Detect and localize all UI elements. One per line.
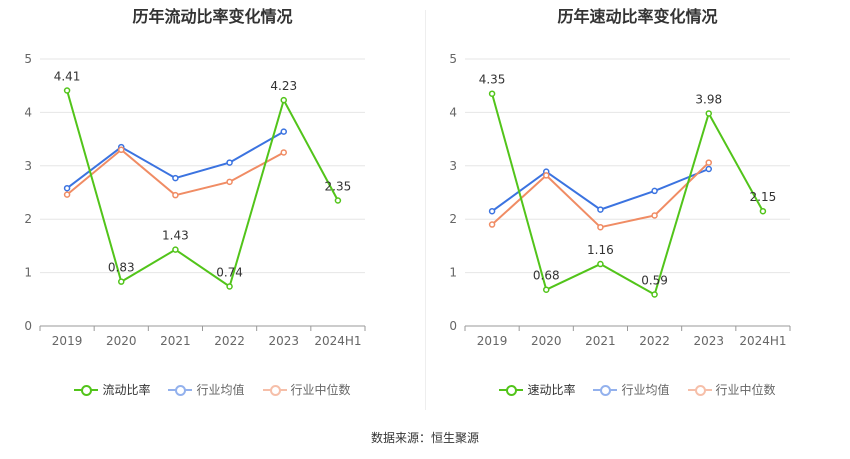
series-line (66, 90, 339, 289)
data-point[interactable] (651, 187, 658, 195)
x-tick-label: 2021 (160, 334, 191, 348)
x-tick-label: 2024H1 (739, 334, 786, 348)
data-point[interactable] (118, 278, 125, 285)
data-point[interactable] (543, 172, 550, 179)
y-tick-label: 5 (449, 52, 457, 66)
legend-label: 行业均值 (196, 383, 245, 397)
data-point[interactable] (226, 159, 233, 166)
data-label: 4.41 (54, 70, 81, 84)
legend-label: 行业中位数 (715, 383, 776, 397)
legend-item-industry-mean[interactable]: 行业均值 (593, 381, 670, 398)
data-point[interactable] (226, 283, 233, 290)
data-point[interactable] (597, 260, 604, 268)
data-label: 4.35 (479, 73, 506, 87)
data-point[interactable] (597, 206, 604, 213)
x-tick-label: 2021 (585, 334, 616, 348)
data-label: 0.74 (216, 265, 243, 279)
chart-legend: 速动比率 行业均值 行业中位数 (425, 381, 850, 398)
data-point[interactable] (705, 165, 712, 173)
data-point[interactable] (488, 90, 496, 97)
data-point[interactable] (488, 207, 496, 215)
chart-title: 历年速动比率变化情况 (557, 7, 718, 26)
series-line (491, 93, 764, 296)
data-point[interactable] (172, 246, 179, 253)
data-point[interactable] (63, 87, 71, 94)
data-label: 2.15 (750, 190, 777, 204)
data-point[interactable] (172, 174, 179, 182)
chart-plot: 0 1 2 3 4 5 2019 2020 2021 2022 2023 2024H1 4.35 0.68… (449, 52, 791, 348)
x-tick-label: 2019 (477, 334, 508, 348)
series-line (66, 148, 285, 197)
panel-divider (425, 10, 426, 410)
data-label: 0.59 (641, 273, 668, 287)
legend-marker-icon (593, 384, 618, 396)
x-tick-label: 2024H1 (314, 334, 361, 348)
x-tick-label: 2023 (268, 334, 299, 348)
data-point[interactable] (651, 212, 658, 219)
data-point[interactable] (651, 291, 658, 298)
chart-legend: 流动比率 行业均值 行业中位数 (0, 381, 425, 398)
legend-item-industry-median[interactable]: 行业中位数 (262, 381, 351, 398)
legend-label: 行业均值 (621, 383, 670, 397)
y-tick-label: 1 (24, 266, 32, 280)
data-point[interactable] (334, 197, 342, 204)
x-tick-label: 2020 (106, 334, 137, 348)
legend-item-industry-median[interactable]: 行业中位数 (687, 381, 776, 398)
y-tick-label: 2 (24, 212, 32, 226)
y-tick-label: 4 (24, 105, 32, 119)
data-label: 0.83 (108, 261, 135, 275)
data-point[interactable] (280, 96, 287, 104)
data-label: 4.23 (270, 79, 297, 93)
x-tick-label: 2020 (531, 334, 562, 348)
data-point[interactable] (63, 191, 71, 198)
data-label: 2.35 (325, 180, 352, 194)
legend-marker-icon (74, 384, 99, 396)
data-point[interactable] (488, 221, 496, 228)
data-label: 1.43 (162, 229, 189, 243)
chart-panel-current-ratio: 历年流动比率变化情况 0 1 2 3 4 5 2019 2020 2021 2022 2023 202… (0, 0, 425, 420)
data-point[interactable] (226, 178, 233, 186)
data-point[interactable] (280, 149, 287, 156)
data-source-note: 数据来源：恒生聚源 (370, 431, 479, 445)
x-tick-label: 2022 (214, 334, 245, 348)
x-tick-label: 2022 (639, 334, 670, 348)
y-tick-label: 2 (449, 212, 457, 226)
legend-label: 速动比率 (527, 383, 576, 397)
data-label: 0.68 (533, 269, 560, 283)
x-tick-label: 2019 (52, 334, 83, 348)
x-tick-label: 2023 (693, 334, 724, 348)
data-point[interactable] (597, 223, 604, 231)
legend-item-ratio[interactable]: 流动比率 (74, 381, 150, 398)
data-point[interactable] (705, 159, 712, 166)
series-line (491, 168, 710, 212)
data-label: 1.16 (587, 243, 614, 257)
series-line (491, 161, 710, 229)
legend-marker-icon (168, 384, 193, 396)
legend-marker-icon (499, 384, 524, 396)
data-point[interactable] (172, 191, 179, 199)
legend-item-industry-mean[interactable]: 行业均值 (168, 381, 245, 398)
data-point[interactable] (118, 146, 125, 154)
legend-marker-icon (687, 384, 712, 396)
chart-plot: 0 1 2 3 4 5 2019 2020 2021 2022 2023 2024H1 4.41 0.83… (24, 52, 366, 348)
legend-label: 流动比率 (102, 383, 151, 397)
chart-panel-quick-ratio: 历年速动比率变化情况 0 1 2 3 4 5 2019 2020 2021 2022 2023 202… (425, 0, 850, 420)
data-point[interactable] (543, 286, 550, 293)
y-tick-label: 3 (449, 159, 457, 173)
y-tick-label: 3 (24, 159, 32, 173)
legend-marker-icon (262, 384, 287, 396)
y-tick-label: 0 (24, 319, 32, 333)
legend-item-ratio[interactable]: 速动比率 (499, 381, 575, 398)
chart-title: 历年流动比率变化情况 (132, 7, 293, 26)
y-tick-label: 0 (449, 319, 457, 333)
data-point[interactable] (63, 184, 71, 192)
y-tick-label: 5 (24, 52, 32, 66)
y-tick-label: 1 (449, 266, 457, 280)
y-tick-label: 4 (449, 105, 457, 119)
legend-label: 行业中位数 (290, 383, 351, 397)
data-label: 3.98 (695, 92, 722, 106)
data-point[interactable] (705, 110, 712, 117)
data-point[interactable] (759, 207, 767, 215)
data-point[interactable] (280, 128, 287, 135)
